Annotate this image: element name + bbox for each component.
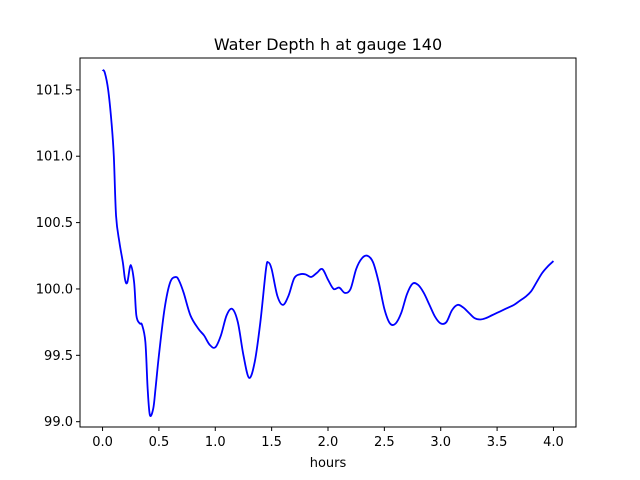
series-line-0 [101, 69, 555, 417]
y-tick-label: 100.0 [36, 282, 73, 297]
y-tick-label: 101.5 [36, 83, 73, 98]
y-tick-label: 99.0 [44, 415, 73, 430]
y-axis: 99.0 99.5 100.0 100.5 101.0 101.5 [36, 83, 80, 430]
x-axis-label: hours [310, 456, 347, 471]
x-tick-label: 3.5 [487, 435, 508, 450]
plot-frame [79, 57, 577, 428]
x-tick-label: 2.5 [374, 435, 395, 450]
x-tick-label: 0.0 [92, 435, 113, 450]
x-tick-label: 4.0 [543, 435, 564, 450]
x-tick-label: 0.5 [149, 435, 170, 450]
x-tick-label: 2.0 [318, 435, 339, 450]
x-axis: 0.0 0.5 1.0 1.5 2.0 2.5 3.0 3.5 4.0 [92, 427, 564, 450]
chart-title: Water Depth h at gauge 140 [214, 35, 442, 54]
y-tick-label: 100.5 [36, 216, 73, 231]
series-layer [101, 69, 555, 417]
plot-area: 0.0 0.5 1.0 1.5 2.0 2.5 3.0 3.5 4.0 99.0 99.5 100.… [36, 57, 577, 450]
y-tick-label: 101.0 [36, 150, 73, 165]
x-tick-label: 1.5 [261, 435, 282, 450]
y-tick-label: 99.5 [44, 349, 73, 364]
x-tick-label: 1.0 [205, 435, 226, 450]
x-tick-label: 3.0 [430, 435, 451, 450]
